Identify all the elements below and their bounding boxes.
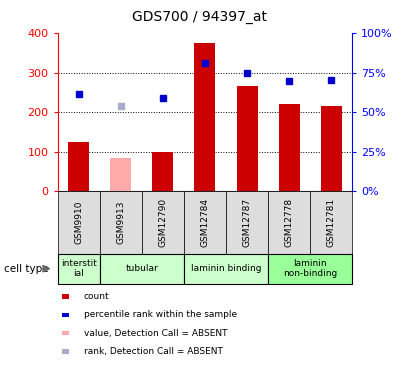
Text: GSM12778: GSM12778 — [285, 198, 294, 247]
Text: GSM12790: GSM12790 — [158, 198, 168, 247]
Text: percentile rank within the sample: percentile rank within the sample — [84, 310, 237, 319]
Bar — [268, 191, 310, 254]
Bar — [58, 254, 100, 284]
Text: laminin
non-binding: laminin non-binding — [283, 259, 337, 279]
Text: GSM9910: GSM9910 — [74, 201, 83, 244]
Text: GSM9913: GSM9913 — [116, 201, 125, 244]
Text: rank, Detection Call = ABSENT: rank, Detection Call = ABSENT — [84, 347, 222, 356]
Text: value, Detection Call = ABSENT: value, Detection Call = ABSENT — [84, 329, 227, 337]
Text: GSM12784: GSM12784 — [201, 198, 209, 247]
Bar — [100, 191, 142, 254]
Bar — [236, 86, 258, 191]
Text: GSM12781: GSM12781 — [327, 198, 336, 247]
Bar — [268, 254, 352, 284]
Bar — [279, 104, 300, 191]
Text: interstit
ial: interstit ial — [61, 259, 97, 279]
Bar — [142, 191, 184, 254]
Bar — [100, 254, 184, 284]
Bar — [110, 158, 131, 191]
Text: tubular: tubular — [125, 264, 158, 273]
Bar — [321, 106, 342, 191]
Bar — [152, 152, 174, 191]
Bar — [68, 142, 89, 191]
Bar — [184, 254, 268, 284]
Text: count: count — [84, 292, 109, 301]
Text: laminin binding: laminin binding — [191, 264, 261, 273]
Bar — [184, 191, 226, 254]
Text: GSM12787: GSM12787 — [242, 198, 252, 247]
Bar — [226, 191, 268, 254]
Bar — [195, 43, 215, 191]
Bar — [310, 191, 352, 254]
Bar — [58, 191, 100, 254]
Text: cell type: cell type — [4, 264, 49, 274]
Text: GDS700 / 94397_at: GDS700 / 94397_at — [131, 10, 267, 24]
